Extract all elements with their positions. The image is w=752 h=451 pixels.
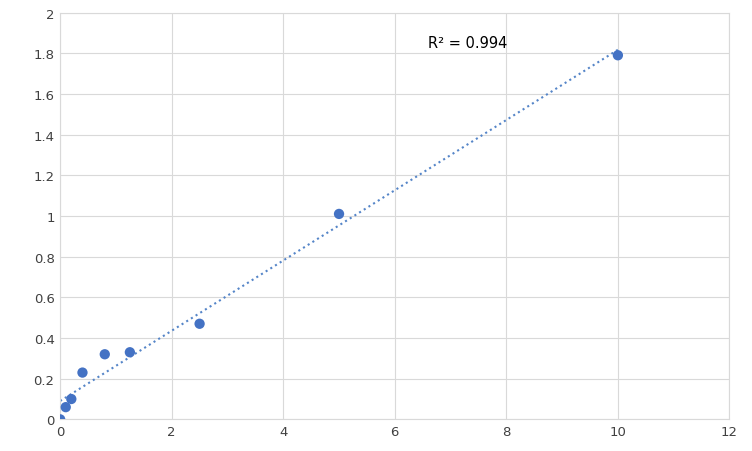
Point xyxy=(54,416,66,423)
Point xyxy=(59,404,71,411)
Point xyxy=(193,320,205,327)
Point xyxy=(99,351,111,358)
Point xyxy=(333,211,345,218)
Point xyxy=(65,396,77,403)
Point xyxy=(612,52,624,60)
Point xyxy=(124,349,136,356)
Point xyxy=(77,369,89,376)
Text: R² = 0.994: R² = 0.994 xyxy=(428,36,508,51)
